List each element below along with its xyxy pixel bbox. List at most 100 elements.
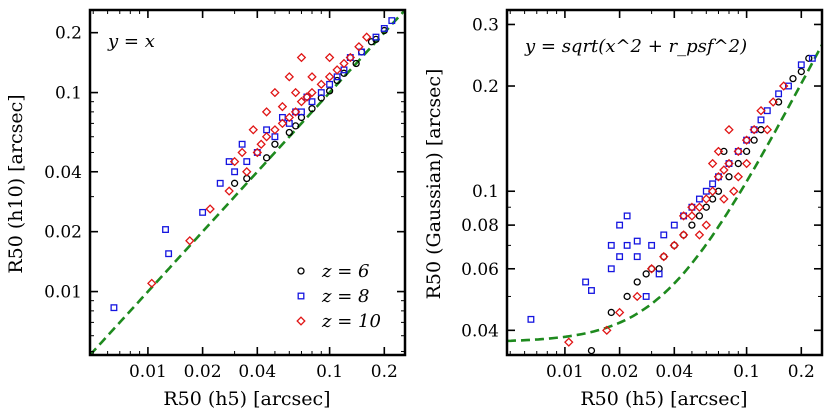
data-point [225,158,233,166]
data-point [285,128,293,137]
data-point [237,147,247,158]
data-point [253,149,261,156]
y-tick-label: 0.08 [461,216,499,236]
data-point [805,54,813,62]
data-point [750,136,758,144]
y-tick-label: 0.04 [44,163,82,183]
data-point [714,187,723,195]
data-point [633,278,641,286]
data-point [199,208,207,216]
data-point [296,96,307,107]
data-point [238,140,246,148]
y-tick-label: 0.01 [44,283,82,303]
data-point [263,126,271,134]
data-point [670,221,678,229]
data-point [165,250,173,258]
data-point [614,307,625,318]
data-point [602,325,612,336]
data-point [724,124,734,135]
data-point [297,113,306,122]
data-point [230,179,239,187]
left-y-axis-label: R50 (h10) [arcsec] [5,94,27,273]
data-point [623,241,631,249]
x-tick-label: 0.2 [371,362,398,382]
data-point [719,194,729,204]
right-plot-frame [505,8,824,357]
x-tick-label: 0.1 [733,362,760,382]
data-point [527,315,535,323]
left-plot-frame [88,8,407,357]
data-point [332,65,342,75]
data-point [216,179,224,187]
left-annotation: y = x [107,31,155,52]
data-point [694,202,705,212]
data-point [277,101,288,112]
reference-line [90,10,405,355]
data-point [743,136,751,144]
data-point [797,67,805,76]
data-point [231,168,239,176]
data-point [707,186,718,196]
data-point [317,89,325,97]
data-point [256,139,266,149]
data-point [616,221,624,229]
data-point [302,92,312,102]
data-point [734,147,742,155]
data-point [701,220,712,230]
data-point [147,278,157,289]
data-point [750,126,758,134]
data-point [678,211,689,221]
panel-left: 0.01 0.02 0.04 0.1 0.2 0.01 0.02 0.04 0.1 0.2 y =… [5,8,407,410]
x-tick-label: 0.01 [546,362,584,382]
data-point [768,97,778,107]
data-point [659,251,669,262]
y-tick-label: 0.1 [55,84,82,104]
data-point [642,270,650,278]
data-point [724,158,734,169]
data-point [372,33,380,41]
y-tick-label: 0.04 [461,321,499,341]
data-point [270,87,280,98]
data-point [607,308,615,317]
legend-marker [297,267,305,275]
data-point [749,124,759,135]
data-point [271,140,279,148]
data-point [325,87,334,95]
data-point [688,203,696,211]
data-point [695,212,704,220]
data-point [729,186,739,196]
data-point [292,108,300,116]
data-point [762,124,773,135]
data-point [290,107,301,117]
panel-right: 0.01 0.02 0.04 0.1 0.20.040.060.080.10.20.3 … [423,8,824,410]
data-point [303,93,311,101]
data-point [229,156,240,167]
data-point [725,160,733,168]
data-point [324,72,335,82]
data-point [734,159,742,168]
y-tick-label: 0.2 [472,77,499,97]
x-tick-label: 0.04 [655,362,693,382]
legend-label: z = 8 [321,286,369,307]
data-point [797,61,805,69]
data-point [707,158,718,169]
left-x-axis-label: R50 (h5) [arcsec] [163,388,330,410]
y-tick-label: 0.1 [472,182,499,202]
x-tick-label: 0.01 [129,362,167,382]
data-point [284,112,295,123]
data-point [346,54,354,61]
data-point [742,147,751,156]
data-point [725,173,733,181]
data-point [290,87,301,98]
data-point [242,167,252,177]
data-point [261,107,272,117]
data-point [358,48,366,56]
data-point [741,158,752,169]
data-point [248,125,258,135]
data-point [607,241,615,249]
reference-line [507,44,822,343]
legend: z = 6 z = 8 z = 10 [296,261,381,332]
data-point [308,105,316,113]
data-point [607,265,615,273]
